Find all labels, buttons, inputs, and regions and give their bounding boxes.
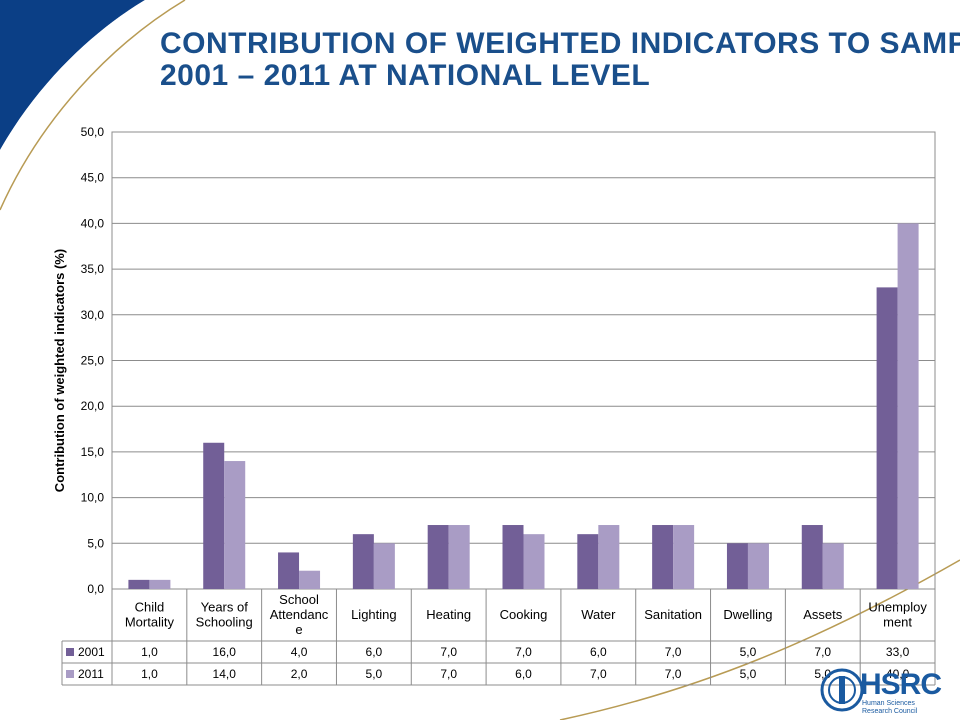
table-cell-value: 6,0 xyxy=(590,645,607,659)
y-tick-label: 50,0 xyxy=(81,125,105,139)
bar-2011 xyxy=(299,570,321,589)
table-cell-value: 7,0 xyxy=(665,645,682,659)
x-category-label: Water xyxy=(581,607,616,622)
bar-2011 xyxy=(822,543,844,589)
table-cell-value: 7,0 xyxy=(440,667,457,681)
x-category-label: Cooking xyxy=(500,607,548,622)
x-category-label: Dwelling xyxy=(723,607,772,622)
table-cell-value: 14,0 xyxy=(213,667,237,681)
table-cell-value: 5,0 xyxy=(740,645,757,659)
bar-2011 xyxy=(673,525,695,589)
x-category-label: Schooling xyxy=(196,615,253,630)
table-cell-value: 7,0 xyxy=(515,645,532,659)
logo-ring-outer xyxy=(820,668,864,712)
y-tick-label: 30,0 xyxy=(81,308,105,322)
y-tick-label: 40,0 xyxy=(81,216,105,230)
slide-title-line1: Contribution of weighted indicators to S… xyxy=(160,27,960,60)
hsrc-logo-mark xyxy=(820,668,864,712)
bar-2011 xyxy=(373,543,395,589)
slide-title: Contribution of weighted indicators to S… xyxy=(160,27,960,92)
x-category-label: Heating xyxy=(426,607,471,622)
bar-2001 xyxy=(652,525,674,589)
bar-2011 xyxy=(523,534,545,589)
table-cell-value: 16,0 xyxy=(213,645,237,659)
x-category-label: School xyxy=(279,592,319,607)
bar-2001 xyxy=(203,442,225,589)
bar-2011 xyxy=(897,223,919,589)
y-axis-title: Contribution of weighted indicators (%) xyxy=(52,249,67,492)
logo-subtitle-line2: Research Council xyxy=(862,708,918,715)
chart-plot: 0,0 5,0 10,0 15,0 20,0 25,0 30,0 35,0 40,0 45,0 50… xyxy=(52,125,936,686)
table-cell-value: 6,0 xyxy=(515,667,532,681)
x-category-label: Sanitation xyxy=(644,607,702,622)
table-cell-value: 7,0 xyxy=(440,645,457,659)
bar-2001 xyxy=(502,525,524,589)
bar-2001 xyxy=(726,543,748,589)
bar-2001 xyxy=(876,287,898,589)
table-cell-value: 5,0 xyxy=(740,667,757,681)
y-tick-label: 35,0 xyxy=(81,262,105,276)
x-category-label: e xyxy=(295,622,302,637)
x-category-label: Attendanc xyxy=(270,607,329,622)
bar-2001 xyxy=(278,552,300,589)
bar-2011 xyxy=(598,525,620,589)
bar-2001 xyxy=(128,579,150,589)
table-cell-value: 5,0 xyxy=(366,667,383,681)
y-tick-label: 45,0 xyxy=(81,171,105,185)
y-tick-label: 20,0 xyxy=(81,399,105,413)
x-category-label: ment xyxy=(883,615,912,630)
logo-subtitle-line1: Human Sciences xyxy=(862,700,915,707)
table-cell-value: 33,0 xyxy=(886,645,910,659)
table-cell-value: 7,0 xyxy=(665,667,682,681)
table-cell-value: 1,0 xyxy=(141,645,158,659)
table-cell-value: 4,0 xyxy=(291,645,308,659)
y-tick-label: 10,0 xyxy=(81,491,105,505)
logo-pillar xyxy=(839,676,845,704)
bar-2001 xyxy=(801,525,823,589)
bar-2011 xyxy=(747,543,769,589)
table-cell-value: 7,0 xyxy=(590,667,607,681)
table-cell-value: 1,0 xyxy=(141,667,158,681)
table-cell-value: 40,0 xyxy=(886,667,910,681)
y-tick-label: 5,0 xyxy=(87,536,104,550)
legend-label-2011: 2011 xyxy=(78,667,104,681)
x-category-label: Child xyxy=(135,600,165,615)
x-category-label: Unemploy xyxy=(868,600,927,615)
x-category-label: Lighting xyxy=(351,607,397,622)
corner-decoration xyxy=(0,0,186,211)
y-tick-label: 25,0 xyxy=(81,354,105,368)
corner-blue-shape xyxy=(0,0,145,150)
bottom-gold-curve xyxy=(559,559,960,720)
legend-swatch-2001 xyxy=(66,648,74,656)
table-cell-value: 2,0 xyxy=(291,667,308,681)
logo-subtitle: Human Sciences Research Council xyxy=(862,700,952,716)
logo-wordmark: HSRC xyxy=(860,668,942,701)
table-cell-value: 7,0 xyxy=(814,645,831,659)
y-tick-label: 15,0 xyxy=(81,445,105,459)
slide-title-line2: 2001 – 2011 at national level xyxy=(160,59,651,92)
bar-2011 xyxy=(149,579,171,589)
x-category-label: Mortality xyxy=(125,615,175,630)
bar-2001 xyxy=(427,525,449,589)
corner-gold-line xyxy=(0,0,186,211)
legend-swatch-2011 xyxy=(66,670,74,678)
bar-2001 xyxy=(577,534,599,589)
x-category-label: Assets xyxy=(803,607,843,622)
bar-2011 xyxy=(224,461,246,589)
bar-2011 xyxy=(448,525,470,589)
bar-2001 xyxy=(352,534,374,589)
legend-label-2001: 2001 xyxy=(78,645,105,659)
y-tick-label: 0,0 xyxy=(87,582,104,596)
table-cell-value: 6,0 xyxy=(366,645,383,659)
x-category-label: Years of xyxy=(201,600,249,615)
